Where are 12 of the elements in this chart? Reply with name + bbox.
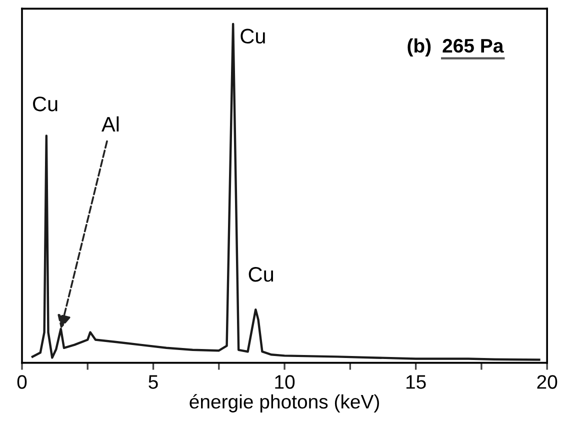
x-tick-label: 15 xyxy=(406,375,426,389)
annotation: Al xyxy=(102,116,119,132)
x-tick-label: 20 xyxy=(537,375,558,389)
x-tick-label: 0 xyxy=(17,375,27,389)
annotation: Cu xyxy=(248,267,274,282)
x-axis-title: énergie photons (keV) xyxy=(190,394,379,412)
annotation: 265 Pa xyxy=(442,38,504,53)
annotation: Cu xyxy=(33,96,58,112)
annotation: (b) xyxy=(408,38,431,56)
x-tick-label: 10 xyxy=(275,375,295,389)
x-tick-label: 5 xyxy=(148,375,158,389)
annotation: Cu xyxy=(240,28,265,44)
